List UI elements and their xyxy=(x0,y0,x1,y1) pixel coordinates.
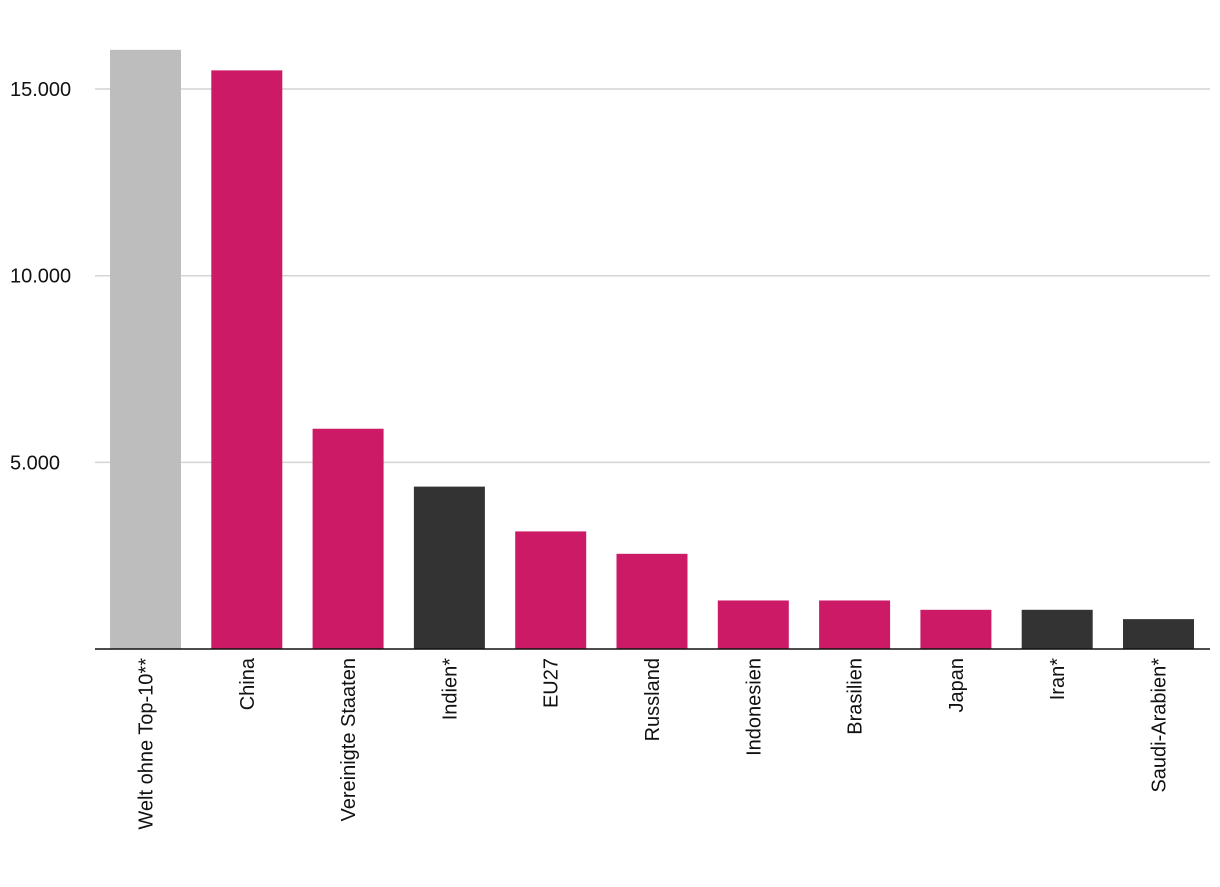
x-category-label: EU27 xyxy=(541,658,563,708)
bar xyxy=(920,609,992,649)
x-category-label: Iran* xyxy=(1047,658,1069,700)
x-category-label: Japan xyxy=(946,658,968,713)
y-tick-label: 5.000 xyxy=(10,452,60,474)
bar xyxy=(110,49,181,649)
x-category-label: Russland xyxy=(642,658,664,741)
bar xyxy=(616,553,688,649)
x-category-label: Saudi-Arabien* xyxy=(1149,658,1171,793)
bar xyxy=(211,70,283,649)
bar xyxy=(312,428,384,649)
x-axis-labels: Welt ohne Top-10** China Vereinigte Staate… xyxy=(136,657,1171,829)
bar xyxy=(1021,609,1093,649)
y-tick-label: 10.000 xyxy=(10,266,71,288)
y-tick-label: 15.000 xyxy=(10,79,71,101)
x-category-label: Vereinigte Staaten xyxy=(338,658,360,821)
x-category-label: Indonesien xyxy=(743,658,765,756)
bar xyxy=(717,600,789,649)
bar xyxy=(515,531,587,649)
x-category-label: China xyxy=(237,657,259,710)
bar xyxy=(819,600,891,649)
x-category-label: Brasilien xyxy=(845,658,867,735)
bars xyxy=(110,49,1194,649)
y-axis-ticks: 5.000 10.000 15.000 xyxy=(10,79,71,474)
x-category-label: Welt ohne Top-10** xyxy=(136,658,158,830)
x-category-label: Indien* xyxy=(439,658,461,720)
bar xyxy=(413,486,485,649)
bar xyxy=(1123,619,1194,649)
